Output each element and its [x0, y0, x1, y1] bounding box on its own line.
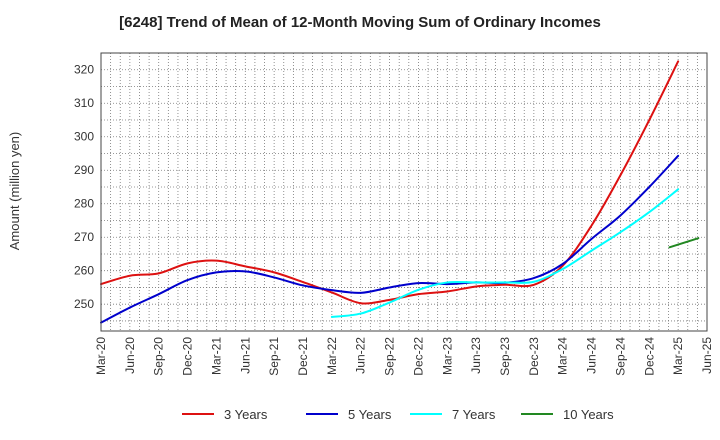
y-tick-label: 290 — [74, 163, 94, 177]
plot-frame — [100, 52, 708, 332]
legend-label: 10 Years — [563, 407, 614, 422]
x-tick-label: Mar-21 — [209, 337, 223, 375]
x-tick-label: Jun-25 — [700, 337, 714, 374]
x-tick-label: Sep-20 — [152, 337, 166, 376]
legend-label: 5 Years — [348, 407, 392, 422]
legend-label: 3 Years — [224, 407, 268, 422]
series-line-7-years — [330, 188, 680, 318]
x-tick-label: Sep-22 — [383, 337, 397, 376]
y-tick-label: 250 — [74, 297, 94, 311]
y-tick-label: 270 — [74, 230, 94, 244]
x-tick-label: Mar-24 — [556, 337, 570, 375]
x-tick-label: Dec-20 — [181, 337, 195, 376]
x-tick-label: Jun-22 — [354, 337, 368, 374]
x-tick-labels: Mar-20 Jun-20 Sep-20 Dec-20 Mar-21 Jun-21 Sep-… — [94, 337, 714, 376]
x-tick-label: Dec-24 — [642, 337, 656, 376]
y-tick-label: 320 — [74, 63, 94, 77]
x-tick-label: Dec-23 — [527, 337, 541, 376]
x-tick-label: Dec-22 — [411, 337, 425, 376]
grid — [100, 52, 708, 331]
series-line-5-years — [100, 154, 680, 324]
x-tick-label: Sep-21 — [267, 337, 281, 376]
x-tick-label: Jun-23 — [469, 337, 483, 374]
x-tick-label: Mar-25 — [671, 337, 685, 375]
legend-label: 7 Years — [452, 407, 496, 422]
y-tick-label: 260 — [74, 264, 94, 278]
legend: 3 Years 5 Years 7 Years 10 Years — [182, 407, 614, 422]
y-tick-label: 310 — [74, 96, 94, 110]
y-tick-label: 280 — [74, 197, 94, 211]
x-tick-label: Mar-20 — [94, 337, 108, 375]
x-tick-label: Dec-21 — [296, 337, 310, 376]
x-tick-label: Jun-24 — [585, 337, 599, 374]
y-axis-label: Amount (million yen) — [7, 132, 22, 251]
x-tick-label: Sep-24 — [613, 337, 627, 376]
series-line-3-years — [100, 60, 680, 305]
x-tick-label: Mar-22 — [325, 337, 339, 375]
x-tick-label: Mar-23 — [440, 337, 454, 375]
x-tick-label: Jun-21 — [238, 337, 252, 374]
x-tick-label: Sep-23 — [498, 337, 512, 376]
x-tick-label: Jun-20 — [123, 337, 137, 374]
y-tick-labels: 250 260 270 280 290 300 310 320 — [74, 63, 94, 311]
chart-title: [6248] Trend of Mean of 12-Month Moving … — [119, 14, 601, 31]
series-lines — [100, 60, 700, 324]
series-line-10-years — [668, 237, 700, 249]
y-tick-label: 300 — [74, 130, 94, 144]
